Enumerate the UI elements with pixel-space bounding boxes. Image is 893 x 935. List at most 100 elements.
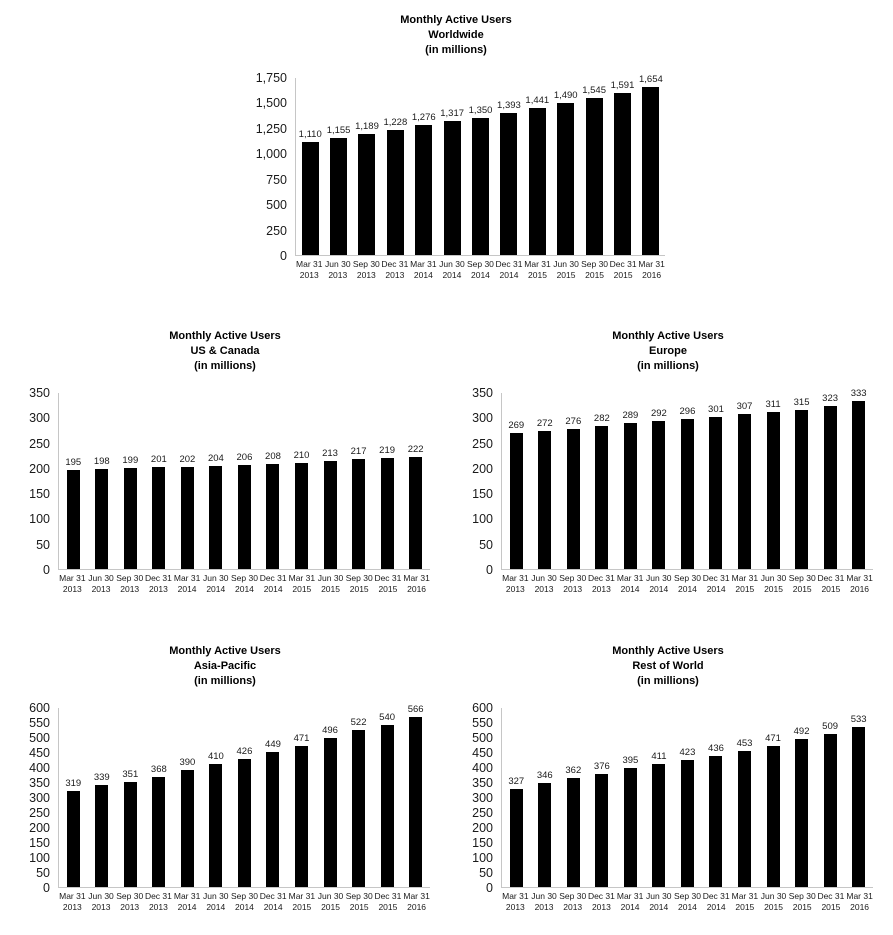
x-tick-year: 2015: [292, 584, 312, 594]
bar-value-label: 282: [593, 413, 610, 424]
x-tick-date: Sep 30: [581, 259, 609, 269]
bar-value-label: 390: [179, 757, 196, 768]
bar-slot: 301: [702, 393, 731, 569]
x-tick-year: 2015: [764, 902, 783, 912]
bar-slot: 199: [116, 393, 145, 569]
bar-slot: 540: [373, 708, 402, 887]
bar-value-label: 327: [508, 776, 525, 787]
x-tick-year: 2013: [299, 270, 319, 280]
bar: [95, 469, 109, 569]
chart-europe: Monthly Active Users Europe (in millions…: [451, 326, 885, 595]
bar-slot: 1,591: [608, 78, 636, 255]
bar: [738, 414, 752, 569]
bar-slot: 1,228: [381, 78, 409, 255]
x-tick-label: Dec 31 2014: [259, 573, 288, 595]
x-axis: Mar 31 2013 Jun 30 2013 Sep 30 2013 Dec 31 2013…: [58, 573, 431, 595]
bar: [500, 113, 518, 255]
bar-value-label: 436: [708, 743, 724, 754]
bar-value-label: 210: [293, 450, 310, 461]
x-tick-year: 2014: [177, 584, 197, 594]
x-tick-date: Mar 31: [59, 891, 86, 901]
bar-slot: 208: [259, 393, 288, 569]
y-tick-label: 500: [29, 731, 50, 745]
x-tick-date: Jun 30: [646, 573, 672, 583]
y-tick-label: 300: [472, 411, 493, 426]
x-axis: Mar 31 2013 Jun 30 2013 Sep 30 2013 Dec 31 2013…: [58, 891, 431, 913]
bar-slot: 492: [787, 708, 816, 887]
bar-slot: 1,276: [410, 78, 438, 255]
x-tick-date: Dec 31: [702, 891, 730, 901]
x-tick-label: Mar 31 2014: [616, 891, 645, 913]
bar-value-label: 289: [622, 410, 639, 421]
bar: [709, 756, 723, 887]
x-tick-label: Sep 30 2014: [230, 891, 259, 913]
plot-region: 350 300 250 200 150 100 50 0 269 272 276 282 289 292 2…: [451, 386, 885, 577]
bar-slot: 195: [59, 393, 88, 569]
x-tick-year: 2014: [263, 584, 283, 594]
y-tick-label: 450: [472, 746, 493, 760]
y-tick-label: 250: [266, 223, 287, 238]
bar-slot: 323: [816, 393, 845, 569]
x-tick-label: Jun 30 2013: [87, 891, 116, 913]
x-tick-year: 2014: [413, 270, 433, 280]
bar-value-label: 339: [93, 772, 110, 783]
x-tick-label: Jun 30 2013: [87, 573, 116, 595]
bar: [795, 410, 809, 569]
chart-title-line3: (in millions): [637, 360, 699, 372]
x-tick-year: 2013: [385, 270, 405, 280]
x-tick-year: 2014: [470, 270, 490, 280]
chart-title-line1: Monthly Active Users: [169, 330, 281, 342]
x-tick-year: 2015: [556, 270, 576, 280]
x-tick-date: Mar 31: [731, 891, 759, 901]
x-tick-label: Jun 30 2015: [759, 573, 788, 595]
x-tick-date: Sep 30: [673, 891, 701, 901]
x-tick-label: Mar 31 2016: [402, 573, 431, 595]
x-tick-label: Sep 30 2015: [345, 573, 374, 595]
bar: [380, 725, 394, 887]
bar-slot: 1,654: [637, 74, 665, 255]
bar-value-label: 195: [65, 457, 82, 468]
y-tick-label: 200: [29, 461, 50, 476]
x-tick-label: Dec 31 2015: [374, 573, 403, 595]
x-tick-label: Dec 31 2015: [374, 891, 403, 913]
bar-value-label: 1,545: [582, 85, 606, 96]
bar-slot: 213: [316, 393, 345, 569]
bar-value-label: 522: [350, 717, 367, 728]
x-tick-label: Sep 30 2014: [673, 573, 702, 595]
bar-slot: 1,189: [353, 78, 381, 255]
x-tick-year: 2015: [378, 902, 398, 912]
bar-slot: 282: [588, 393, 617, 569]
y-axis: 350 300 250 200 150 100 50 0: [451, 386, 501, 577]
x-tick-label: Sep 30 2015: [788, 573, 817, 595]
bar-slot: 426: [230, 708, 259, 887]
x-tick-label: Mar 31 2013: [501, 573, 530, 595]
x-tick-date: Jun 30: [317, 891, 344, 901]
x-tick-label: Mar 31 2014: [173, 891, 202, 913]
x-tick-year: 2014: [678, 584, 697, 594]
y-tick-label: 600: [472, 701, 493, 715]
x-tick-year: 2013: [534, 584, 554, 594]
plot-region: 1,750 1,500 1,250 1,000 750 500 250 0 1,110 1,155…: [233, 71, 679, 263]
bar-value-label: 395: [622, 755, 639, 766]
x-tick-date: Sep 30: [788, 573, 816, 583]
bar-value-label: 219: [379, 445, 396, 456]
bar: [538, 431, 552, 569]
chart-title-line2: Europe: [649, 345, 687, 357]
bar: [443, 121, 461, 255]
bar: [852, 401, 866, 569]
bar: [209, 764, 223, 887]
x-tick-year: 2015: [792, 584, 812, 594]
chart-title-line2: US & Canada: [190, 345, 260, 357]
y-tick-label: 250: [472, 806, 493, 820]
bar-value-label: 540: [379, 712, 396, 723]
x-tick-label: Dec 31 2015: [817, 891, 846, 913]
x-tick-year: 2013: [120, 902, 140, 912]
x-tick-date: Mar 31: [403, 891, 430, 901]
bar: [409, 717, 423, 887]
x-tick-year: 2015: [821, 584, 841, 594]
x-tick-label: Mar 31 2013: [295, 259, 324, 281]
y-tick-label: 0: [280, 249, 287, 263]
bar-value-label: 1,490: [553, 90, 578, 101]
x-tick-label: Sep 30 2015: [580, 259, 609, 281]
bar: [358, 134, 376, 255]
